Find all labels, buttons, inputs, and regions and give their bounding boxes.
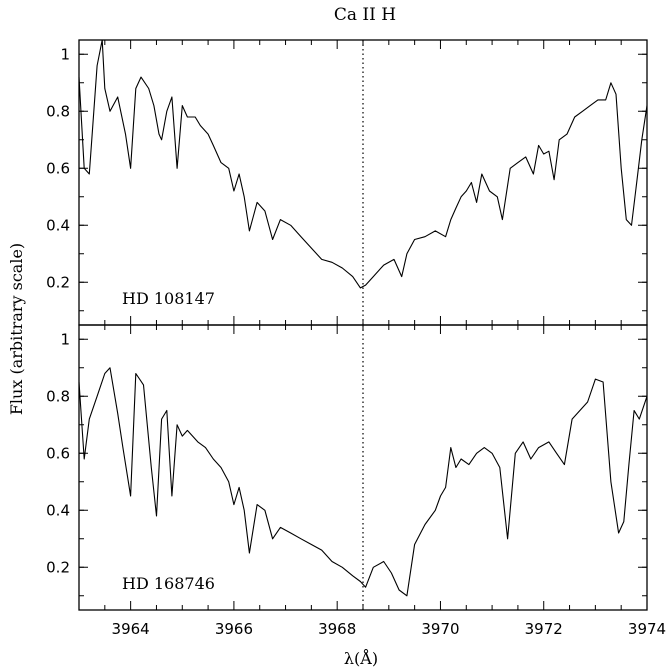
x-axis-title: λ(Å) xyxy=(344,648,378,668)
y-tick-label: 0.2 xyxy=(46,558,70,576)
x-tick-label: 3964 xyxy=(112,620,150,638)
panel-2: 0.2 0.4 0.6 0.8 1 HD 168746 xyxy=(46,324,648,611)
x-tick-label: 3968 xyxy=(318,620,356,638)
x-tick-label: 3970 xyxy=(421,620,459,638)
y-tick-label: 0.6 xyxy=(46,159,70,177)
y-tick-label: 0.8 xyxy=(46,387,70,405)
spectrum-line-2 xyxy=(78,367,648,597)
panel-frame xyxy=(78,324,648,611)
panel-1: 0.2 0.4 0.6 0.8 1 HD 108147 xyxy=(46,39,648,326)
y-tick-label: 0.4 xyxy=(46,216,70,234)
y-tick-label: 0.4 xyxy=(46,501,70,519)
x-tick-label: 3974 xyxy=(628,620,666,638)
chart-title: Ca II H xyxy=(334,5,396,25)
spectrum-line-1 xyxy=(78,39,648,289)
y-axis-title: Flux (arbitrary scale) xyxy=(7,243,26,415)
y-tick-label: 1 xyxy=(60,45,70,63)
y-tick-label: 0.6 xyxy=(46,444,70,462)
y-tick-label: 0.2 xyxy=(46,273,70,291)
x-tick-label: 3972 xyxy=(525,620,563,638)
star-label: HD 168746 xyxy=(122,574,215,593)
y-tick-label: 1 xyxy=(60,330,70,348)
x-tick-label: 3966 xyxy=(215,620,253,638)
y-tick-label: 0.8 xyxy=(46,102,70,120)
star-label: HD 108147 xyxy=(122,289,215,308)
panel-frame xyxy=(78,39,648,326)
